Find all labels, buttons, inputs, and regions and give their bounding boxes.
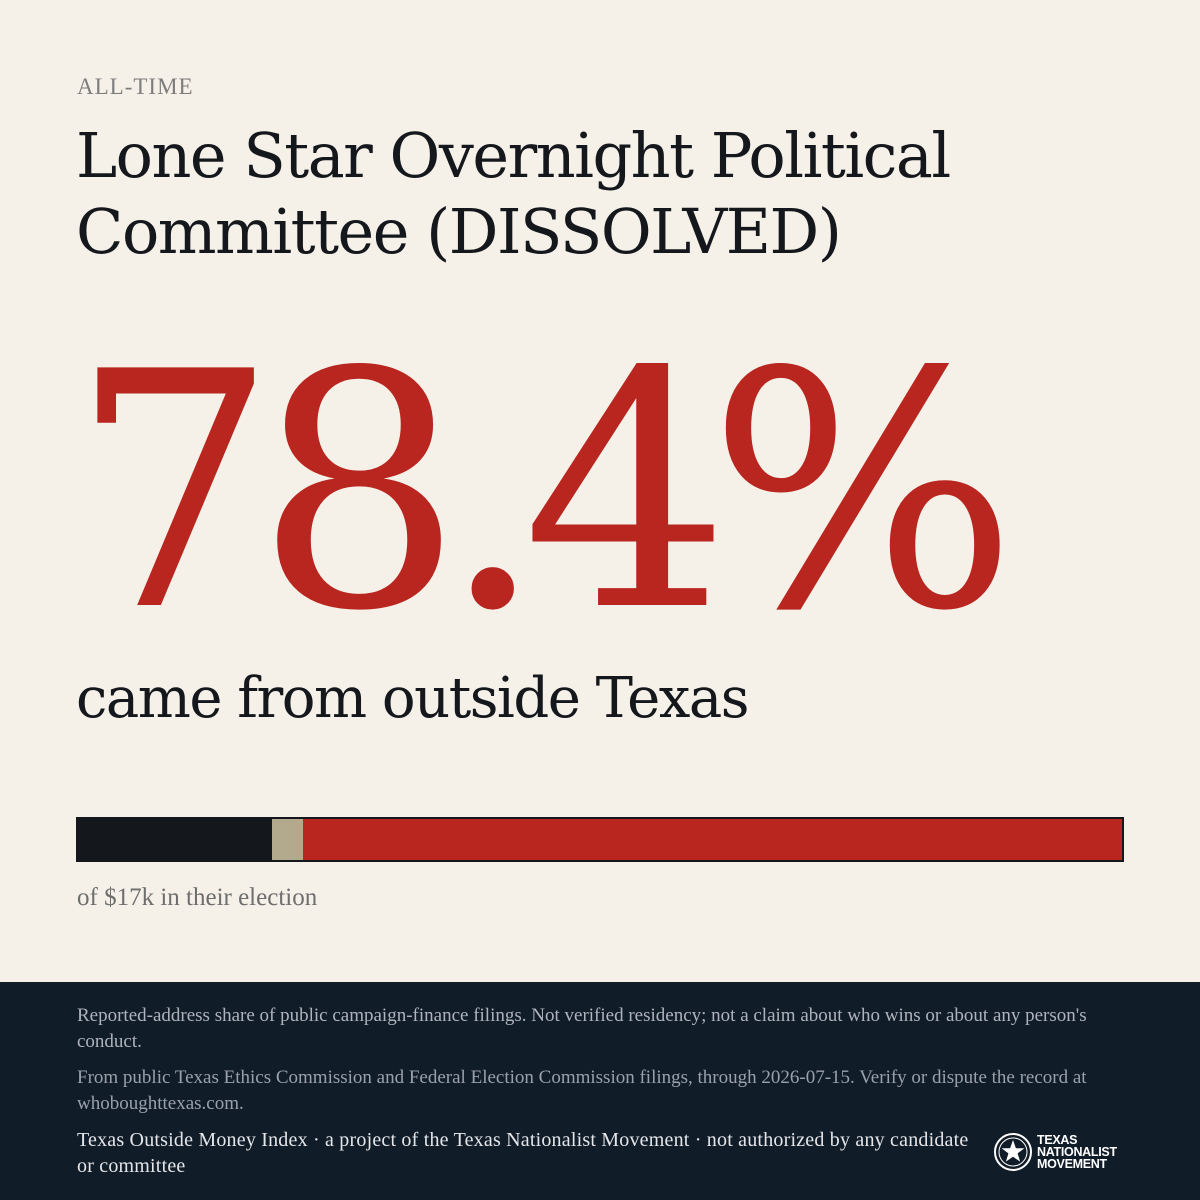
logo-line-1: TEXAS xyxy=(1037,1133,1078,1147)
period-label: ALL-TIME xyxy=(77,74,194,99)
total-amount-note: of $17k in their election xyxy=(77,884,318,911)
logo-line-3: MOVEMENT xyxy=(1037,1157,1107,1171)
outside-share-caption: came from outside Texas xyxy=(76,666,749,731)
star-seal-icon xyxy=(994,1133,1032,1171)
disclaimer-text: Reported-address share of public campaig… xyxy=(77,1005,1087,1052)
share-bar xyxy=(76,817,1124,862)
bar-segment-outside xyxy=(303,819,1122,860)
committee-title: Lone Star Overnight Political Committee … xyxy=(76,119,951,268)
credit-text: Texas Outside Money Index · a project of… xyxy=(77,1129,969,1177)
bar-segment-unknown xyxy=(272,819,304,860)
logo-line-2: NATIONALIST xyxy=(1037,1145,1117,1159)
outside-share-percent: 78.4% xyxy=(70,302,1018,682)
bar-segment-texas xyxy=(78,819,273,860)
tnm-logo: TEXAS NATIONALIST MOVEMENT xyxy=(993,1130,1117,1174)
source-text: From public Texas Ethics Commission and … xyxy=(77,1067,1087,1114)
